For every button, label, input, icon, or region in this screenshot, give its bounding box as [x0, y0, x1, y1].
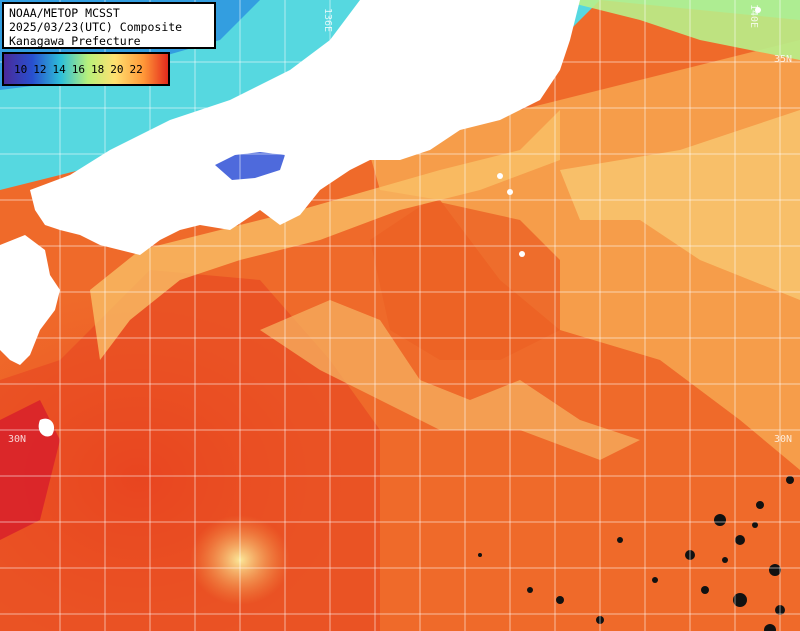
scale-label-10: 10	[14, 63, 28, 76]
color-scale-bar	[4, 54, 168, 84]
lon-label-right: 140E	[748, 4, 759, 29]
scale-label-20: 20	[110, 63, 124, 76]
scale-label-22: 22	[129, 63, 143, 76]
scale-label-14: 14	[52, 63, 66, 76]
land-honshu	[30, 0, 580, 255]
land-kyushu	[0, 235, 60, 365]
lat-label-35-right: 35N	[774, 54, 793, 65]
color-scale: 10 12 14 16 18 20 22	[2, 52, 170, 86]
land-islands	[38, 418, 55, 437]
lat-label-30-left: 30N	[8, 434, 27, 445]
title-box: NOAA/METOP MCSST 2025/03/23(UTC) Composi…	[2, 2, 216, 49]
title-product: NOAA/METOP MCSST	[9, 6, 120, 20]
title-date: 2025/03/23(UTC) Composite	[9, 20, 183, 34]
scale-label-12: 12	[33, 63, 47, 76]
scale-label-18: 18	[91, 63, 105, 76]
scale-label-16: 16	[71, 63, 85, 76]
title-source: Kanagawa Prefecture	[9, 34, 141, 48]
scale-labels: 10 12 14 16 18 20 22	[14, 63, 143, 76]
lon-label-136: 136E	[322, 8, 333, 33]
cloud-mask	[478, 476, 794, 631]
lat-label-30-right: 30N	[774, 434, 793, 445]
